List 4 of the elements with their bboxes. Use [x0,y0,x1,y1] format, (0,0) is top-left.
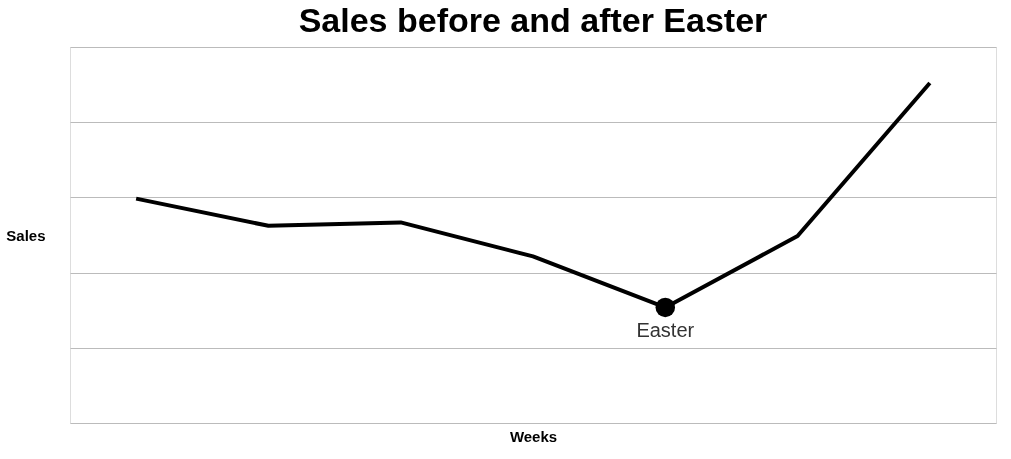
annotation: Easter [636,319,695,342]
y-axis-title: Sales [6,226,46,244]
chart-title: Sales before and after Easter [298,1,768,39]
x-axis-title: Weeks [509,427,558,445]
